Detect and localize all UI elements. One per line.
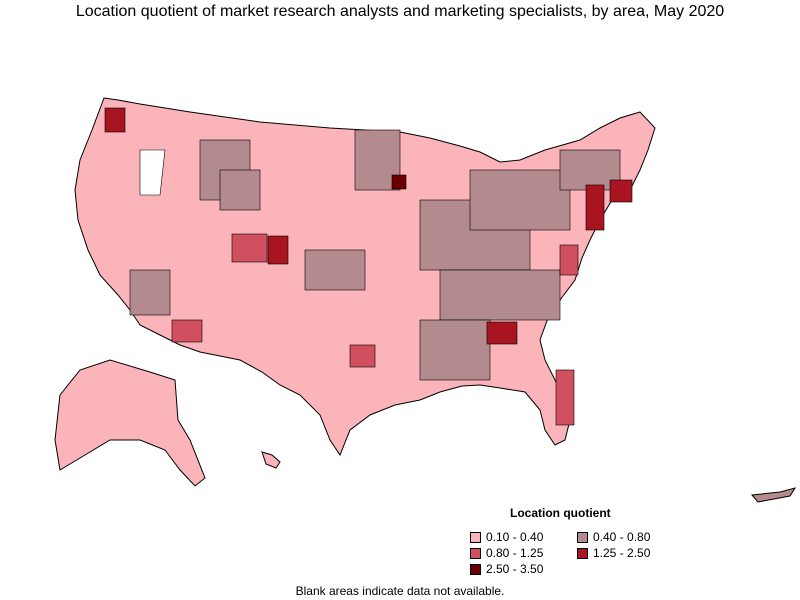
map-title: Location quotient of market research ana…	[75, 3, 725, 20]
legend-label: 2.50 - 3.50	[486, 562, 544, 576]
region-alaska[interactable]	[54, 359, 206, 487]
legend-label: 0.40 - 0.80	[593, 530, 651, 544]
legend-item: 1.25 - 2.50	[577, 546, 650, 560]
legend-item: 0.80 - 1.25	[470, 546, 543, 560]
footnote: Blank areas indicate data not available.	[295, 584, 505, 598]
legend-item: 0.40 - 0.80	[577, 530, 650, 544]
legend-swatch	[470, 547, 481, 559]
legend-item: 0.10 - 0.40	[470, 530, 543, 544]
legend-label: 1.25 - 2.50	[593, 546, 651, 560]
legend-swatch	[577, 547, 588, 559]
legend-title: Location quotient	[510, 506, 611, 520]
class-1.25-2.50-areas	[104, 107, 633, 345]
legend-swatch	[577, 531, 588, 543]
legend-swatch	[470, 531, 481, 543]
region-puerto-rico[interactable]	[751, 487, 797, 503]
class-0.80-1.25-areas	[171, 233, 579, 426]
legend-label: 0.80 - 1.25	[486, 546, 544, 560]
legend-swatch	[470, 563, 481, 575]
class-2.50-3.50-areas	[391, 174, 407, 190]
legend-label: 0.10 - 0.40	[486, 530, 544, 544]
region-hawaii[interactable]	[261, 451, 281, 469]
legend-item: 2.50 - 3.50	[470, 562, 543, 576]
class-0.40-0.80-areas	[129, 129, 621, 381]
no-data-area	[139, 149, 166, 196]
